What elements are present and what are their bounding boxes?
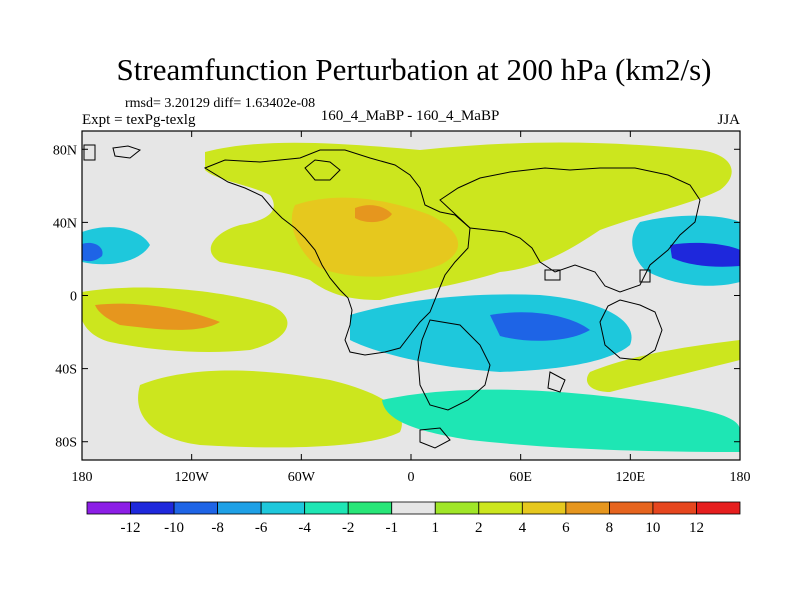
coastline-9 bbox=[639, 269, 651, 283]
y-tick-label-1: 40N bbox=[53, 216, 77, 231]
colorbar-label-13: 12 bbox=[689, 520, 704, 536]
colorbar-label-6: -1 bbox=[385, 520, 398, 536]
colorbar-swatch-4 bbox=[260, 501, 306, 515]
x-tick-label-2: 60W bbox=[288, 470, 316, 485]
contour-field-11 bbox=[350, 294, 632, 372]
colorbar: -12 -10 -8 -6 -4 -2 -1 1 2 4 6 8 10 12 bbox=[86, 501, 741, 536]
coastline-8 bbox=[419, 427, 451, 449]
y-tick-label-3: 40S bbox=[55, 363, 77, 378]
x-axis: 180 120W 60W 0 60E 120E 180 bbox=[72, 131, 751, 485]
colorbar-label-3: -6 bbox=[255, 520, 268, 536]
y-axis: 80N 40N 0 40S 80S bbox=[53, 143, 740, 451]
contour-field-10 bbox=[670, 242, 740, 267]
coastline-1 bbox=[304, 159, 341, 181]
colorbar-label-7: 1 bbox=[432, 520, 440, 536]
coastlines bbox=[83, 144, 701, 449]
colorbar-label-12: 10 bbox=[645, 520, 660, 536]
x-tick-label-6: 180 bbox=[730, 470, 751, 485]
colorbar-label-5: -2 bbox=[342, 520, 355, 536]
chart-title: Streamfunction Perturbation at 200 hPa (… bbox=[117, 52, 712, 87]
contour-field-8 bbox=[82, 242, 103, 262]
colorbar-swatch-1 bbox=[130, 501, 175, 515]
contour-field-1 bbox=[291, 197, 459, 277]
colorbar-label-10: 6 bbox=[562, 520, 570, 536]
coastline-7 bbox=[112, 145, 142, 159]
x-tick-label-4: 60E bbox=[509, 470, 532, 485]
experiment-label: Expt = texPg-texlg bbox=[82, 112, 196, 128]
colorbar-label-2: -8 bbox=[211, 520, 224, 536]
colorbar-swatch-3 bbox=[217, 501, 262, 515]
coastline-6 bbox=[83, 144, 96, 161]
coastline-3 bbox=[599, 299, 663, 361]
coastline-2 bbox=[439, 167, 701, 293]
contour-field-12 bbox=[490, 312, 590, 341]
colorbar-swatch-0 bbox=[86, 501, 131, 515]
colorbar-swatch-2 bbox=[173, 501, 218, 515]
colorbar-label-8: 2 bbox=[475, 520, 483, 536]
colorbar-swatch-10 bbox=[521, 501, 567, 515]
x-tick-label-3: 0 bbox=[408, 470, 415, 485]
colorbar-swatch-14 bbox=[696, 501, 741, 515]
y-tick-label-4: 80S bbox=[55, 436, 77, 451]
colorbar-label-4: -4 bbox=[298, 520, 311, 536]
x-tick-label-5: 120E bbox=[616, 470, 646, 485]
coastline-0 bbox=[203, 149, 471, 356]
colorbar-swatch-13 bbox=[652, 501, 697, 515]
contour-fields bbox=[82, 142, 740, 452]
case-label: 160_4_MaBP - 160_4_MaBP bbox=[321, 108, 500, 124]
y-tick-label-0: 80N bbox=[53, 143, 77, 158]
colorbar-swatch-9 bbox=[478, 501, 523, 515]
contour-field-13 bbox=[382, 389, 740, 452]
coastline-4 bbox=[417, 319, 491, 411]
contour-field-5 bbox=[138, 370, 402, 448]
y-tick-label-2: 0 bbox=[70, 290, 77, 305]
colorbar-label-1: -10 bbox=[164, 520, 184, 536]
colorbar-label-11: 8 bbox=[606, 520, 614, 536]
colorbar-label-9: 4 bbox=[519, 520, 527, 536]
contour-field-6 bbox=[586, 340, 740, 392]
coastline-10 bbox=[544, 269, 561, 281]
coastline-5 bbox=[547, 371, 566, 393]
contour-field-4 bbox=[95, 303, 220, 330]
colorbar-swatch-11 bbox=[565, 501, 610, 515]
colorbar-swatch-8 bbox=[434, 501, 480, 515]
colorbar-swatch-5 bbox=[304, 501, 349, 515]
x-tick-label-0: 180 bbox=[72, 470, 93, 485]
x-tick-label-1: 120W bbox=[175, 470, 210, 485]
colorbar-swatch-7 bbox=[391, 501, 436, 515]
colorbar-swatch-6 bbox=[347, 501, 393, 515]
season-label: JJA bbox=[717, 112, 740, 128]
contour-field-2 bbox=[355, 205, 392, 223]
chart-subtitle: rmsd= 3.20129 diff= 1.63402e-08 bbox=[125, 96, 315, 111]
colorbar-swatch-12 bbox=[609, 501, 654, 515]
colorbar-label-0: -12 bbox=[121, 520, 141, 536]
